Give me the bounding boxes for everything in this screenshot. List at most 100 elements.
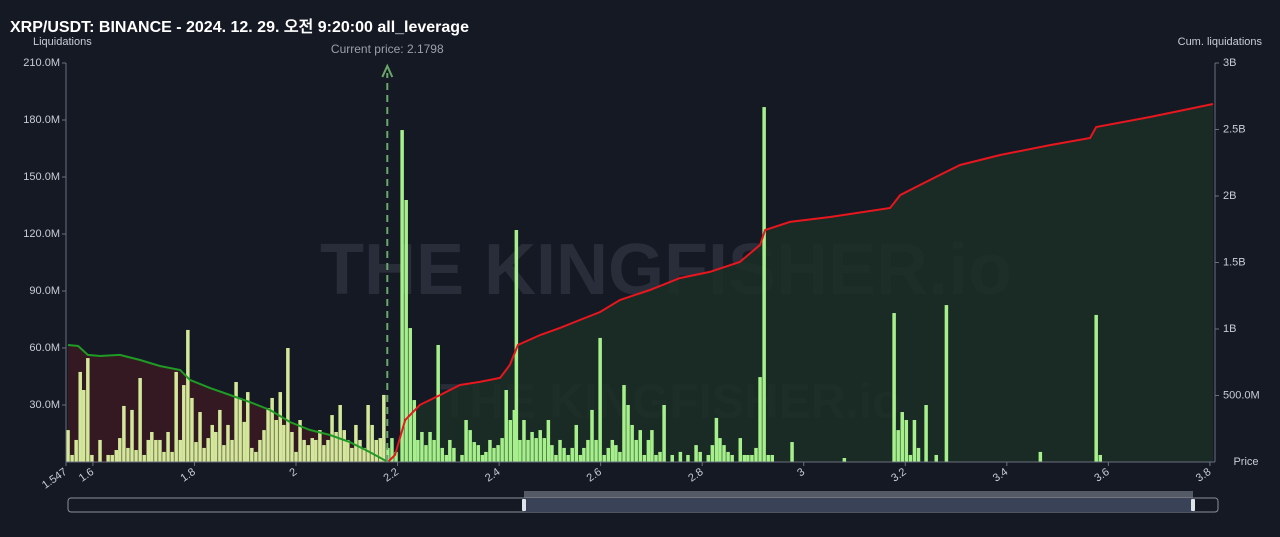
y-tick-label: 30.0M — [29, 399, 60, 411]
bar — [270, 397, 274, 462]
area — [68, 345, 388, 462]
scroll-handle[interactable] — [524, 498, 1193, 512]
bar — [670, 454, 674, 462]
bar — [400, 130, 404, 462]
bar — [1094, 314, 1098, 462]
y-axis-label: Liquidations — [33, 36, 92, 48]
bar — [158, 439, 162, 462]
bar — [1038, 451, 1043, 462]
bar — [1098, 454, 1103, 462]
bar — [746, 454, 750, 462]
bar — [266, 408, 270, 462]
x-tick-label: 2.8 — [686, 466, 705, 485]
bar — [374, 439, 378, 462]
current-price-arrow — [381, 63, 394, 78]
bar — [754, 447, 758, 462]
bar — [614, 445, 618, 462]
y2-tick-label: 500.0M — [1223, 389, 1260, 401]
bar — [916, 447, 921, 462]
bar — [390, 438, 394, 462]
bar — [428, 431, 432, 462]
bar — [944, 305, 949, 462]
bar — [346, 439, 350, 462]
bar — [412, 400, 417, 462]
bar — [522, 420, 526, 462]
y2-tick-label: 1B — [1223, 323, 1236, 335]
bar — [82, 389, 86, 462]
x-tick-label: 3 — [795, 466, 807, 479]
bar — [354, 424, 358, 462]
bar — [404, 199, 408, 463]
x-tick-label: 3.4 — [991, 466, 1010, 485]
bar — [66, 430, 70, 462]
bar — [546, 420, 551, 462]
bar — [550, 445, 554, 462]
bar — [298, 420, 302, 462]
bar — [370, 424, 374, 462]
bar — [514, 230, 519, 462]
scroll-grip[interactable] — [522, 499, 526, 511]
bar — [278, 392, 283, 462]
bar — [638, 430, 642, 462]
bar — [480, 454, 485, 462]
bar — [166, 431, 170, 462]
bar — [574, 424, 579, 462]
bar — [626, 405, 630, 462]
bar — [302, 439, 306, 462]
bar — [694, 445, 698, 462]
bar — [842, 458, 847, 462]
bar — [78, 371, 82, 462]
bar — [892, 313, 896, 462]
bar — [460, 454, 464, 462]
bar — [432, 439, 436, 462]
bar — [444, 454, 449, 462]
scroll-grip[interactable] — [1191, 499, 1195, 511]
bar — [908, 454, 913, 462]
bar — [182, 385, 186, 462]
y2-axis-label: Cum. liquidations — [1178, 36, 1263, 48]
line — [387, 103, 1214, 463]
bar — [238, 397, 242, 462]
bar — [598, 337, 602, 462]
bar — [590, 409, 594, 462]
x-tick-label: 1.8 — [178, 466, 197, 485]
bar — [726, 451, 730, 462]
bar — [766, 454, 770, 462]
bar — [618, 451, 622, 462]
y-tick-label: 210.0M — [23, 57, 60, 69]
bar — [738, 438, 743, 462]
bar — [386, 447, 390, 462]
bar — [362, 447, 366, 462]
bar — [650, 430, 654, 462]
bar — [114, 450, 119, 462]
y-tick-label: 150.0M — [23, 171, 60, 183]
bar — [202, 447, 206, 462]
bar — [338, 405, 342, 462]
bar — [586, 439, 590, 462]
y-tick-label: 120.0M — [23, 228, 60, 240]
bar — [896, 430, 900, 462]
y2-tick-label: 2B — [1223, 190, 1236, 202]
x-tick-label: 2.2 — [382, 466, 401, 485]
bar — [662, 405, 666, 462]
bar — [214, 431, 218, 462]
bar — [530, 431, 534, 462]
bar — [86, 358, 90, 462]
y2-tick-label: 2.5B — [1223, 123, 1246, 135]
bar — [358, 439, 362, 462]
bar — [762, 107, 766, 462]
bar — [630, 424, 634, 462]
bar — [750, 454, 754, 462]
bar — [134, 450, 138, 462]
bar — [500, 438, 504, 462]
bar — [416, 439, 420, 462]
scrollbar[interactable] — [67, 491, 1219, 513]
bar — [126, 447, 130, 462]
bar — [492, 447, 496, 462]
bar — [122, 405, 126, 462]
y2-tick-label: 1.5B — [1223, 256, 1246, 268]
bar — [250, 447, 254, 462]
bar — [106, 454, 110, 462]
bar — [538, 430, 542, 462]
bar — [790, 442, 794, 462]
